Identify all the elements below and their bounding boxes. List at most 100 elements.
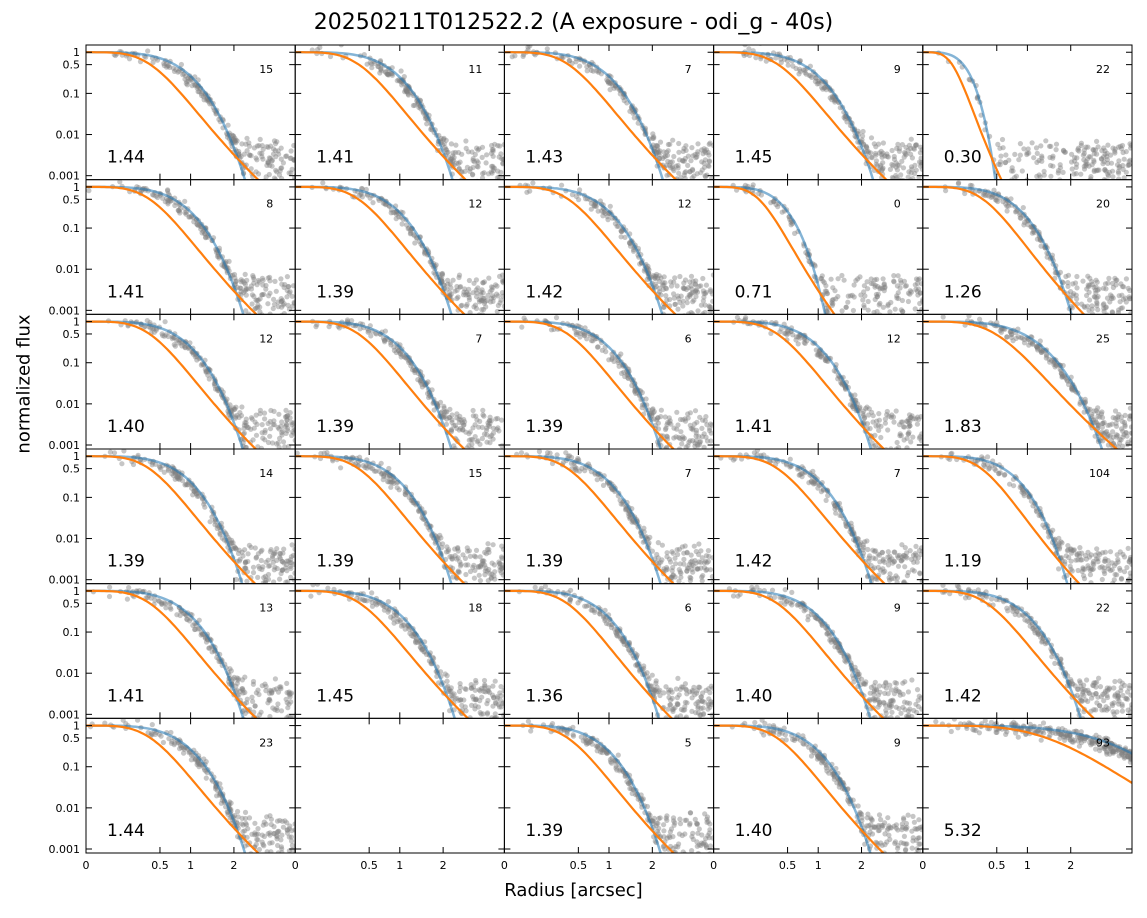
- data-point: [876, 552, 883, 558]
- data-point: [901, 424, 908, 430]
- data-point: [274, 557, 280, 564]
- data-point: [1086, 307, 1092, 313]
- data-point: [696, 541, 702, 547]
- data-point: [283, 190, 288, 195]
- data-point: [536, 449, 542, 455]
- data-point: [1109, 280, 1116, 286]
- data-point: [1038, 243, 1044, 249]
- data-point: [607, 81, 614, 87]
- data-point: [449, 556, 455, 562]
- data-point: [1047, 359, 1053, 365]
- data-point: [241, 425, 247, 432]
- data-point: [512, 53, 518, 59]
- data-point: [270, 151, 277, 157]
- data-point: [679, 157, 686, 164]
- star-count-label: 12: [468, 198, 482, 211]
- data-point: [605, 217, 611, 223]
- data-point: [683, 169, 689, 175]
- data-point: [664, 152, 671, 158]
- data-point: [283, 324, 288, 329]
- data-point: [276, 190, 281, 195]
- data-point: [167, 198, 173, 204]
- data-point: [182, 482, 188, 488]
- data-point: [660, 286, 666, 293]
- data-point: [202, 231, 208, 237]
- data-point: [829, 300, 835, 306]
- data-point: [1095, 294, 1101, 300]
- data-point: [986, 193, 992, 199]
- panel-plot-area: [504, 45, 714, 180]
- data-point: [254, 304, 261, 310]
- data-point: [279, 175, 285, 180]
- data-point: [288, 574, 294, 581]
- data-point: [851, 314, 856, 319]
- data-point: [879, 154, 885, 160]
- data-point: [651, 134, 657, 140]
- data-point: [272, 564, 278, 570]
- data-point: [653, 142, 659, 149]
- data-point: [1123, 430, 1129, 436]
- data-point: [918, 438, 923, 444]
- data-point: [901, 458, 906, 463]
- data-point: [999, 136, 1006, 143]
- data-point: [276, 324, 281, 329]
- data-point: [886, 413, 892, 419]
- data-point: [1091, 147, 1097, 153]
- data-point: [653, 273, 659, 279]
- data-point: [902, 283, 908, 289]
- data-point: [458, 303, 464, 309]
- data-point: [1117, 143, 1123, 149]
- data-point: [910, 552, 917, 558]
- data-point: [1127, 141, 1132, 147]
- data-point: [451, 423, 457, 429]
- data-point: [317, 45, 323, 51]
- data-point: [281, 284, 287, 290]
- data-point: [615, 360, 621, 366]
- data-point: [1094, 138, 1100, 144]
- data-point: [912, 306, 918, 312]
- data-point: [659, 557, 665, 563]
- data-point: [202, 504, 208, 510]
- data-point: [560, 459, 566, 466]
- gaussian-fit-line: [713, 185, 827, 315]
- data-point: [683, 444, 689, 450]
- data-point: [685, 565, 692, 571]
- data-point: [919, 459, 924, 464]
- data-point: [364, 61, 370, 67]
- data-point: [195, 89, 201, 95]
- data-point: [359, 194, 365, 200]
- data-point: [1102, 190, 1107, 195]
- data-point: [852, 392, 858, 398]
- data-point: [233, 546, 239, 552]
- data-point: [225, 122, 231, 128]
- data-point: [265, 275, 271, 281]
- fwhm-label: 1.26: [944, 282, 982, 302]
- data-point: [253, 189, 258, 194]
- data-point: [969, 183, 975, 189]
- data-point: [632, 387, 638, 394]
- data-point: [918, 155, 923, 161]
- data-point: [149, 462, 155, 468]
- data-point: [1110, 284, 1116, 291]
- panel-plot-area: [504, 449, 714, 584]
- data-point: [677, 324, 682, 329]
- data-point: [627, 243, 634, 249]
- data-point: [577, 187, 583, 193]
- data-point: [655, 149, 661, 155]
- data-point: [1128, 311, 1132, 315]
- data-point: [707, 287, 714, 293]
- data-point: [284, 428, 291, 434]
- data-point: [254, 157, 260, 163]
- data-point: [262, 593, 267, 598]
- data-point: [455, 149, 462, 156]
- data-point: [1038, 349, 1044, 355]
- data-point: [679, 441, 685, 447]
- data-point: [278, 156, 284, 162]
- data-point: [443, 137, 449, 143]
- data-point: [858, 540, 864, 546]
- data-point: [1116, 293, 1122, 299]
- data-point: [466, 548, 472, 554]
- data-point: [1108, 456, 1113, 461]
- data-point: [1081, 315, 1086, 320]
- data-point: [906, 416, 912, 422]
